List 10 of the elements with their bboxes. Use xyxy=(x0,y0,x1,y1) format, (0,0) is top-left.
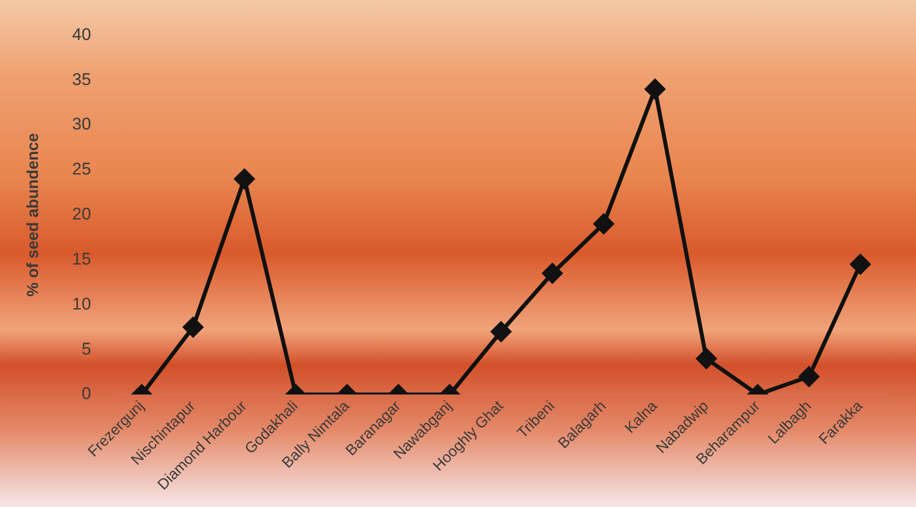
y-tick-label: 15 xyxy=(72,249,92,268)
y-tick-label: 10 xyxy=(72,294,92,314)
y-tick-label: 30 xyxy=(72,114,92,134)
y-tick-label: 20 xyxy=(72,204,92,224)
y-tick-label: 25 xyxy=(72,160,92,179)
y-tick-label: 5 xyxy=(82,339,92,358)
y-axis-title: % of seed abundence xyxy=(25,132,42,297)
y-tick-label: 0 xyxy=(82,384,92,404)
y-tick-label: 40 xyxy=(72,24,92,44)
y-tick-label: 35 xyxy=(72,70,92,89)
